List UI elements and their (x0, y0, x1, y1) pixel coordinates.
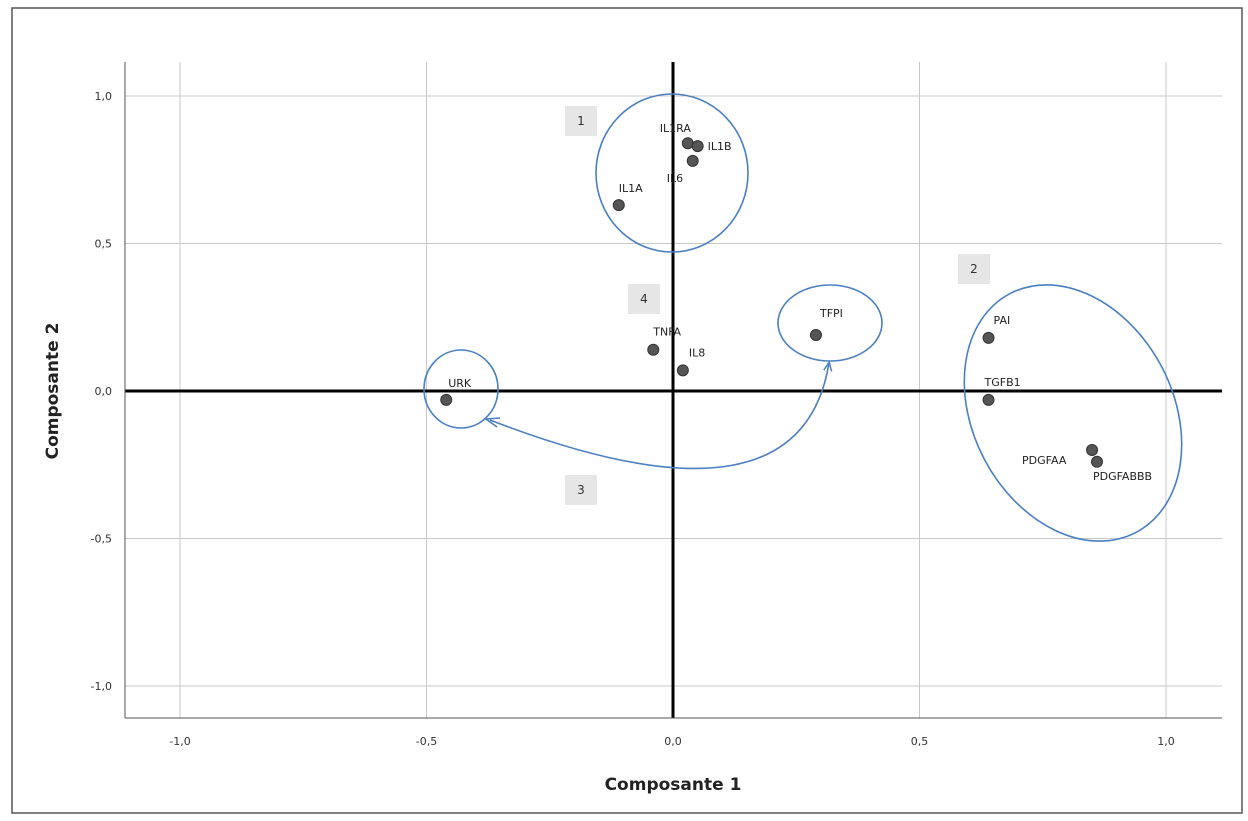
point-label-pai: PAI (994, 314, 1011, 327)
x-tick-label: 1,0 (1157, 735, 1175, 748)
cluster-outlines (423, 93, 1183, 542)
annotation-2: 2 (958, 254, 990, 284)
point-pdgfabbb (1090, 455, 1103, 468)
y-tick-label: 0,0 (95, 385, 113, 398)
annotation-4-label: 4 (640, 292, 648, 306)
cluster-urk-ellipse (423, 349, 499, 429)
annotation-3: 3 (565, 475, 597, 505)
point-tnfa (647, 343, 660, 356)
point-label-urk: URK (448, 377, 472, 390)
x-tick-label: -1,0 (169, 735, 190, 748)
point-label-tnfa: TNFA (652, 326, 681, 339)
point-pdgfaa (1086, 444, 1099, 456)
point-urk (440, 393, 453, 406)
point-pai (982, 331, 995, 344)
cluster-2-ellipse (963, 284, 1183, 542)
figure-border (11, 7, 1243, 814)
point-tfpi (809, 328, 822, 341)
y-tick-label: -0,5 (91, 533, 112, 546)
y-axis-title: Composante 2 (43, 323, 63, 460)
point-label-tfpi: TFPI (819, 307, 843, 320)
y-tick-label: 1,0 (95, 90, 113, 103)
tick-labels: -1,0 -0,5 0,0 0,5 1,0 -1,0 -0,5 0,0 0,5 1,0 (91, 90, 1175, 748)
arrow-head-left (483, 417, 501, 428)
point-label-pdgfabbb: PDGFABBB (1093, 470, 1152, 483)
point-label-il6: IL6 (667, 172, 683, 185)
point-il1ra (681, 137, 694, 150)
annotation-2-label: 2 (970, 262, 978, 276)
point-label-pdgfaa: PDGFAA (1022, 454, 1067, 467)
annotation-4: 4 (628, 284, 660, 314)
point-il1a (612, 199, 625, 212)
data-points: IL1RA IL1B IL6 IL1A TNFA IL8 TFPI URK PAI TGFB1 PD… (440, 122, 1152, 483)
x-axis-title: Composante 1 (605, 775, 742, 795)
x-tick-label: -0,5 (416, 735, 437, 748)
point-label-il1b: IL1B (708, 140, 732, 153)
arrow-curve (489, 363, 829, 470)
point-il1b (691, 140, 704, 153)
annotation-1: 1 (565, 106, 597, 136)
point-tgfb1 (982, 393, 995, 406)
annotation-3-label: 3 (577, 483, 585, 497)
cluster-1-ellipse (595, 93, 749, 253)
point-label-tgfb1: TGFB1 (984, 376, 1021, 389)
point-il8 (676, 364, 689, 377)
point-label-il1ra: IL1RA (660, 122, 692, 135)
plot-axes (124, 62, 1222, 719)
x-tick-label: 0,5 (911, 735, 929, 748)
point-label-il1a: IL1A (619, 182, 643, 195)
zero-axes (125, 62, 1222, 718)
point-il6 (686, 154, 699, 167)
x-tick-label: 0,0 (664, 735, 682, 748)
y-tick-label: -1,0 (91, 680, 112, 693)
y-tick-label: 0,5 (95, 238, 113, 251)
annotation-1-label: 1 (577, 114, 585, 128)
point-label-il8: IL8 (689, 346, 705, 359)
